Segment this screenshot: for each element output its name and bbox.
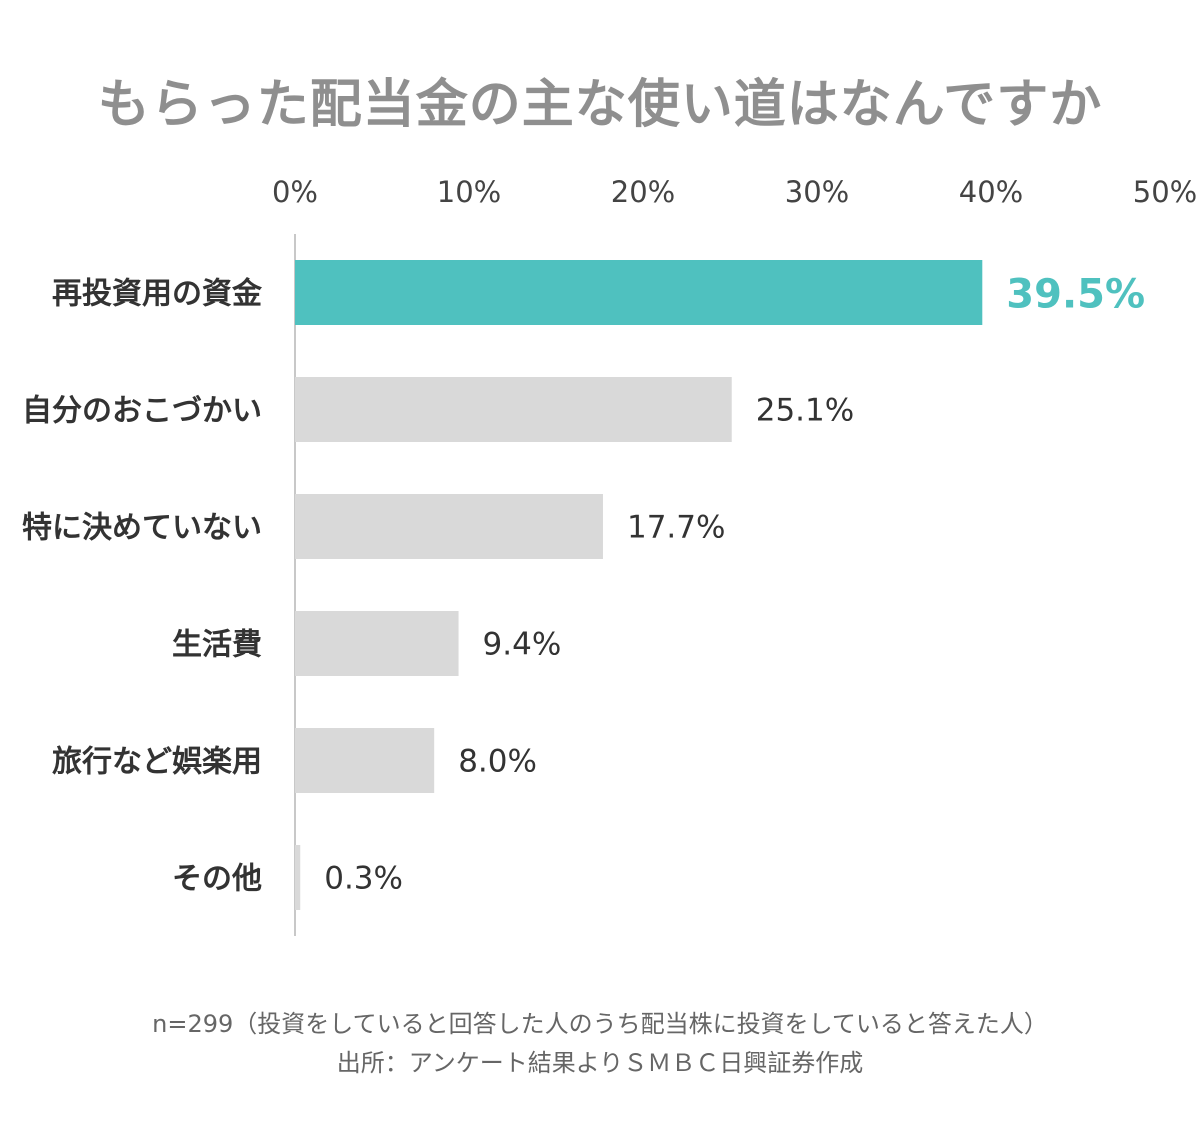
category-label: 旅行など娯楽用	[52, 745, 262, 780]
chart-title: もらった配当金の主な使い道はなんですか	[97, 75, 1103, 135]
footnote-source: 出所：アンケート結果よりＳＭＢＣ日興証券作成	[336, 1049, 864, 1077]
footnote-sample: n=299（投資をしていると回答した人のうち配当株に投資をしていると答えた人）	[152, 1010, 1048, 1038]
bar	[295, 611, 459, 676]
bar	[295, 494, 603, 559]
category-label: その他	[172, 862, 262, 897]
data-label: 0.3%	[324, 861, 403, 897]
data-label: 39.5%	[1006, 272, 1145, 318]
bar	[295, 845, 301, 910]
data-label: 25.1%	[756, 393, 854, 429]
x-tick-label: 20%	[611, 175, 675, 209]
data-label: 17.7%	[627, 510, 725, 546]
x-tick-label: 10%	[437, 175, 501, 209]
category-label: 自分のおこづかい	[22, 394, 262, 429]
category-label: 生活費	[172, 628, 262, 663]
x-tick-label: 50%	[1133, 175, 1197, 209]
x-tick-label: 30%	[785, 175, 849, 209]
category-label: 再投資用の資金	[52, 277, 263, 312]
bar	[295, 377, 732, 442]
x-tick-label: 40%	[959, 175, 1023, 209]
data-label: 8.0%	[458, 744, 537, 780]
bar	[295, 260, 983, 325]
bar	[295, 728, 435, 793]
x-tick-label: 0%	[272, 175, 318, 209]
data-label: 9.4%	[483, 627, 562, 663]
category-label: 特に決めていない	[22, 511, 262, 546]
